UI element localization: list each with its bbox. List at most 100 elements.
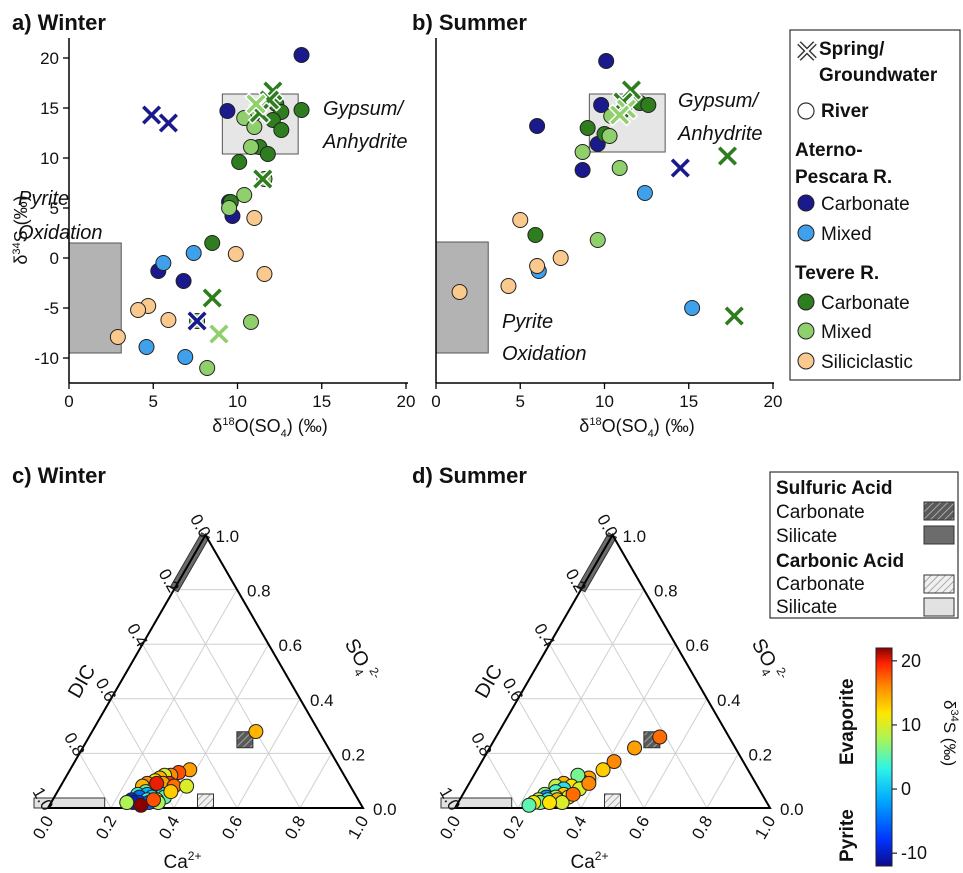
data-point (204, 235, 221, 251)
data-point (259, 146, 276, 162)
x-tick-label: 10 (595, 392, 614, 411)
ternary-right-tick: 0.0 (373, 800, 397, 819)
legend-sulfuric-silicate-label: Silicate (776, 526, 837, 547)
ternary-so4-subscript: 4 (351, 666, 367, 679)
data-point (574, 162, 591, 178)
colorbar: 20 10 0 -10 Evaporite Pyrite δ34S (‰) (837, 647, 960, 867)
ternary-grid-line (580, 643, 676, 809)
x-tick-label: 15 (679, 392, 698, 411)
data-point (601, 128, 618, 144)
panel-b-annot-pyrite-2: Oxidation (502, 343, 587, 365)
y-tick-label: 0 (50, 249, 59, 268)
data-point (529, 118, 546, 134)
legend-sulfuric-carbonate-swatch (923, 501, 955, 521)
panel-b-title: b) Summer (412, 10, 527, 35)
panel-b-scatter: 0 5 10 15 20 δ18O(SO4) (‰) Gypsum/ Anhydrite… (431, 38, 782, 440)
ternary-left-tick: 0.4 (530, 620, 558, 650)
ternary-bottom-tick: 0.6 (625, 813, 653, 843)
data-point (611, 160, 628, 176)
data-point (242, 139, 259, 155)
panel-d-ternary: 0.0 0.2 0.4 0.6 0.8 1.00.00.20.40.60.81.0 0.00… (436, 511, 804, 873)
data-point (236, 187, 253, 203)
ternary-bottom-tick: 0.4 (155, 813, 183, 843)
panel-a-x-ticks: 0 5 10 15 20 (64, 383, 415, 411)
panel-a-title: a) Winter (12, 10, 106, 35)
colorbar-tick-label: 10 (901, 715, 921, 735)
data-point (109, 329, 126, 345)
legend-top-frame (789, 29, 961, 381)
data-point (581, 775, 597, 791)
legend-tevere-carbonate-label: Carbonate (821, 293, 910, 314)
panel-a-points (109, 47, 310, 376)
ternary-so4-label: SO42- (743, 634, 790, 688)
ternary-right-tick: 0.6 (686, 636, 710, 655)
data-point (684, 300, 701, 316)
data-point (589, 232, 606, 248)
data-point-x-marker (251, 167, 275, 191)
data-point (177, 349, 194, 365)
panel-b-points (451, 53, 746, 328)
ternary-right-tick: 0.0 (780, 800, 804, 819)
legend-bottom: Sulfuric Acid Carbonate Silicate Carboni… (769, 471, 959, 619)
y-tick-label: 20 (40, 49, 59, 68)
panel-b-xlabel: δ18O(SO4) (‰) (579, 416, 694, 440)
panel-c-ternary: 0.0 0.2 0.4 0.6 0.8 1.00.00.20.40.60.81.0 0.00… (29, 511, 397, 873)
data-point-x-marker (668, 156, 692, 180)
data-point (627, 740, 643, 756)
data-point-x-marker (207, 322, 231, 346)
x-tick-label: 15 (312, 392, 331, 411)
legend-carbonic-carbonate-label: Carbonate (776, 574, 865, 595)
colorbar-tick-label: -10 (901, 843, 927, 863)
ternary-grid-line (549, 643, 645, 809)
data-point (248, 724, 264, 740)
ternary-bottom-tick: 1.0 (344, 813, 372, 843)
colorbar-top-label: Evaporite (837, 678, 858, 765)
panel-b-annot-gypsum-1: Gypsum/ (678, 90, 760, 112)
x-marker-stroke (209, 324, 229, 344)
ternary-left-tick: 0.4 (123, 620, 151, 650)
data-point (273, 122, 290, 138)
ternary-right-tick: 0.4 (310, 691, 334, 710)
colorbar-tick-label: 0 (901, 779, 911, 799)
ternary-frame (453, 532, 772, 809)
data-point (565, 786, 581, 802)
x-marker-stroke (202, 288, 222, 308)
panel-c-title: c) Winter (12, 463, 106, 488)
data-point-x-marker (715, 144, 740, 168)
data-point (636, 185, 653, 201)
data-point (246, 210, 263, 226)
legend-aterno-title-2: Pescara R. (795, 167, 892, 188)
data-point (595, 762, 611, 778)
data-point (160, 312, 177, 328)
x-tick-label: 0 (64, 392, 73, 411)
legend-tevere-siliciclastic-swatch (797, 352, 815, 370)
ternary-bottom-tick: 0.4 (562, 813, 590, 843)
legend-carbonic-carbonate-swatch (923, 574, 955, 594)
panel-b-annot-gypsum-2: Anhydrite (677, 123, 763, 145)
data-point-x-marker (608, 103, 632, 127)
data-point-x-marker (185, 309, 209, 333)
ternary-so4-subscript: 4 (758, 666, 774, 679)
ternary-bottom-tick: 0.0 (29, 813, 57, 843)
ternary-left-tick: 0.0 (186, 511, 214, 541)
data-point (500, 278, 517, 294)
x-marker-stroke (253, 169, 273, 189)
ternary-grid-line (486, 753, 519, 809)
data-point (579, 120, 596, 136)
data-point (606, 754, 622, 770)
ternary-right-tick: 0.8 (247, 582, 271, 601)
ternary-right-tick: 1.0 (216, 527, 240, 546)
legend-spring-label-2: Groundwater (819, 65, 938, 86)
data-point (155, 255, 172, 271)
legend-aterno-mixed-swatch (797, 224, 815, 242)
legend-tevere-carbonate-swatch (797, 293, 815, 311)
panel-a-annot-pyrite-2: Oxidation (18, 222, 103, 244)
ternary-right-tick: 1.0 (623, 527, 647, 546)
panel-b-annot-pyrite-1: Pyrite (502, 311, 553, 333)
data-point (598, 53, 615, 69)
ternary-ca-label: Ca2+ (571, 849, 609, 873)
ternary-right-tick: 0.2 (342, 745, 366, 764)
data-point (574, 144, 591, 160)
data-point (529, 258, 546, 274)
colorbar-ticks: 20 10 0 -10 (892, 651, 927, 863)
